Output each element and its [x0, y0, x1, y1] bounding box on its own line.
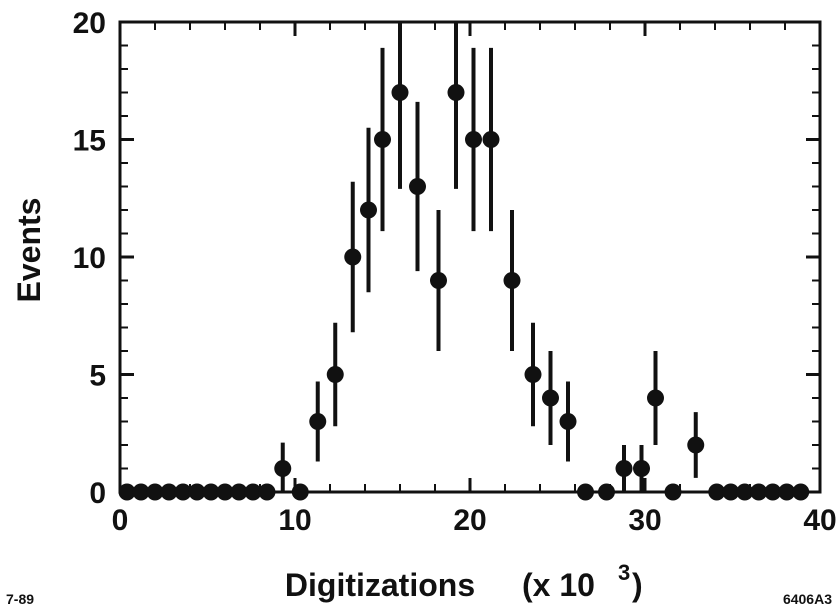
data-point — [274, 460, 292, 477]
x-tick-label: 40 — [803, 504, 836, 537]
data-point — [291, 483, 309, 501]
data-point — [391, 84, 409, 101]
data-point — [750, 483, 768, 501]
x-axis-title: Digitizations — [285, 567, 475, 603]
data-point — [216, 483, 234, 501]
data-point — [202, 483, 220, 501]
data-point — [326, 366, 344, 383]
data-point — [736, 483, 754, 501]
y-tick-label: 20 — [73, 7, 106, 40]
data-point — [360, 201, 377, 219]
data-point — [465, 131, 482, 148]
data-point — [722, 483, 740, 501]
x-axis-unit: (x 10 — [522, 567, 595, 603]
y-tick-label: 10 — [73, 242, 106, 275]
data-point — [160, 483, 178, 501]
data-point — [598, 483, 615, 501]
tick-labels: 0 10 20 30 40 0 5 10 15 20 — [73, 7, 837, 537]
ticks — [118, 20, 822, 494]
data-point — [792, 483, 810, 501]
x-tick-label: 10 — [278, 504, 311, 537]
data-point — [503, 272, 521, 289]
x-tick-label: 30 — [628, 504, 661, 537]
x-axis-unit-exponent: 3 — [618, 560, 630, 585]
data-point — [430, 272, 447, 289]
y-tick-label: 15 — [73, 125, 106, 158]
data-points — [118, 22, 810, 501]
data-point — [559, 413, 577, 430]
data-point — [309, 413, 327, 430]
data-point — [482, 131, 500, 148]
data-point — [633, 460, 650, 477]
data-point — [577, 483, 594, 501]
data-point — [409, 178, 426, 195]
figure-id-note: 6406A3 — [783, 591, 832, 607]
points-group — [118, 22, 810, 501]
data-point — [118, 483, 136, 501]
data-point — [244, 483, 262, 501]
data-point — [374, 131, 391, 148]
data-point — [764, 483, 782, 501]
data-point — [542, 389, 559, 407]
y-tick-label: 0 — [89, 477, 106, 510]
data-point — [708, 483, 726, 501]
data-point — [258, 483, 276, 501]
data-point — [778, 483, 796, 501]
plot-frame — [118, 20, 822, 494]
y-tick-label: 5 — [89, 360, 106, 393]
data-point — [146, 483, 164, 501]
figure-date-note: 7-89 — [6, 591, 34, 607]
data-point — [174, 483, 192, 501]
data-point — [687, 436, 705, 454]
axes — [118, 20, 822, 494]
data-point — [344, 248, 362, 266]
x-tick-label: 0 — [112, 504, 129, 537]
data-point — [447, 84, 465, 101]
data-point — [647, 389, 664, 407]
data-point — [524, 366, 542, 383]
data-point — [230, 483, 248, 501]
x-tick-label: 20 — [453, 504, 486, 537]
y-axis-title: Events — [11, 198, 47, 303]
data-point — [132, 483, 150, 501]
data-point — [188, 483, 206, 501]
data-point — [664, 483, 682, 501]
data-point — [615, 460, 633, 477]
x-axis-unit-close: ) — [632, 567, 643, 603]
